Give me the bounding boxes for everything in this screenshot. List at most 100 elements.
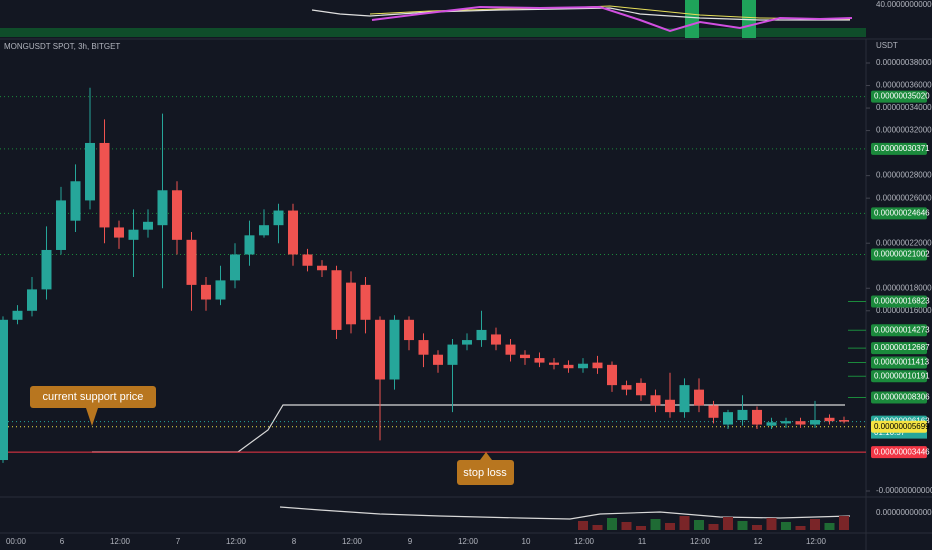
plot — [0, 87, 866, 463]
x-tick-label: 8 — [292, 537, 297, 546]
candle-body — [259, 225, 269, 236]
volume-bar — [592, 525, 603, 530]
countdown-tag — [871, 427, 927, 439]
candle-body — [723, 412, 733, 425]
candle-body — [389, 319, 400, 380]
candle-body — [665, 399, 675, 413]
level-tag — [871, 324, 927, 337]
volume-bars — [578, 516, 849, 530]
volume-bar — [781, 522, 791, 530]
volume-bar — [636, 526, 646, 530]
y-tick-label: 0.00000028000 — [876, 171, 932, 180]
indicator-line — [311, 7, 850, 21]
x-tick-label: 12:00 — [458, 537, 479, 546]
candle-body — [433, 354, 443, 365]
y-tick-label: 0.00000034000 — [876, 103, 932, 112]
volume-bar — [607, 518, 617, 530]
volume-bar — [839, 516, 849, 530]
x-tick-label: 7 — [176, 537, 181, 546]
level-label: 0.00000014273 — [874, 325, 930, 334]
volume-bar — [810, 519, 820, 530]
x-tick-label: 11 — [638, 537, 647, 546]
volume-bar — [824, 523, 835, 530]
volume-bar — [621, 522, 632, 530]
candle-body — [694, 389, 704, 406]
x-tick-label: 00:00 — [6, 537, 27, 546]
level-label: 0.00000011413 — [874, 358, 930, 367]
candle-body — [375, 319, 385, 380]
x-tick-label: 9 — [408, 537, 413, 546]
y-tick-label: 0.00000022000 — [876, 238, 932, 247]
bottom-panel-label: 0.00000000000 — [876, 508, 932, 517]
candle-body — [128, 229, 139, 240]
level-label: 0.00000008306 — [874, 393, 930, 402]
callout: current support price — [30, 386, 156, 426]
candle-body — [563, 364, 574, 369]
volume-bar — [650, 519, 661, 530]
level-label: 0.00000035020 — [874, 92, 930, 101]
candle-body — [186, 239, 197, 285]
currency: USDT — [876, 41, 898, 50]
annotation: stop loss — [463, 467, 507, 479]
top-panel-label: 40.00000000000 — [876, 0, 932, 9]
candle-body — [273, 210, 284, 226]
volume-bar — [665, 523, 675, 530]
candle-body — [520, 354, 530, 359]
indicator-line — [371, 5, 853, 33]
candle-body — [230, 254, 240, 281]
candle-body — [766, 422, 777, 426]
y-tick-label: 0.00000016000 — [876, 306, 932, 315]
candle-body — [288, 210, 298, 255]
volume-line — [279, 506, 851, 520]
candle-body — [70, 181, 81, 221]
level-label: 0.00000005699 — [874, 422, 930, 431]
candle-body — [99, 142, 110, 228]
y-tick-label: 0.00000032000 — [876, 126, 932, 135]
y-tick-label: 0.00000018000 — [876, 283, 932, 292]
volume-bar — [766, 518, 777, 530]
candle-body — [114, 227, 124, 238]
callout-pointer — [86, 408, 98, 426]
candle-body — [505, 344, 516, 355]
x-tick-label: 6 — [60, 537, 65, 546]
x-tick-label: 12:00 — [342, 537, 363, 546]
level-tag — [871, 391, 927, 404]
level-label: 0.00000010191 — [874, 371, 930, 380]
level-tag — [871, 342, 927, 355]
candle-body — [737, 409, 748, 421]
candle-body — [491, 334, 501, 345]
candle-body — [331, 270, 342, 330]
x-tick-label: 12:00 — [806, 537, 827, 546]
candle-body — [824, 417, 835, 422]
candle-body — [41, 249, 52, 290]
level-tag — [871, 142, 927, 155]
y-tick-label: 0.00000026000 — [876, 193, 932, 202]
callout-box — [457, 460, 514, 485]
level-tag — [871, 370, 927, 383]
candle-body — [201, 284, 211, 300]
candle-body — [636, 382, 646, 396]
candle-body — [404, 319, 414, 341]
candle-body — [360, 284, 371, 320]
callout: stop loss — [457, 452, 514, 485]
candle-body — [679, 385, 690, 413]
level-label: 0.00000024646 — [874, 209, 930, 218]
volume-bar — [723, 517, 733, 530]
candle-body — [317, 265, 327, 271]
level-label: 0.00000021002 — [874, 250, 930, 259]
level-label: 0.00000016823 — [874, 297, 930, 306]
candle-body — [143, 221, 153, 230]
candle-body — [27, 289, 37, 311]
candle-body — [708, 405, 719, 418]
level-label: 0.00000030371 — [874, 144, 930, 153]
callout-pointer — [480, 452, 492, 460]
candle-body — [650, 395, 661, 406]
level-label: 0.00000003446 — [874, 447, 930, 456]
level-tag — [871, 446, 927, 459]
candle-body — [810, 420, 820, 425]
candle-body — [346, 282, 356, 325]
candle-body — [302, 254, 313, 266]
volume-bar — [578, 521, 588, 530]
x-tick-label: 12:00 — [574, 537, 595, 546]
